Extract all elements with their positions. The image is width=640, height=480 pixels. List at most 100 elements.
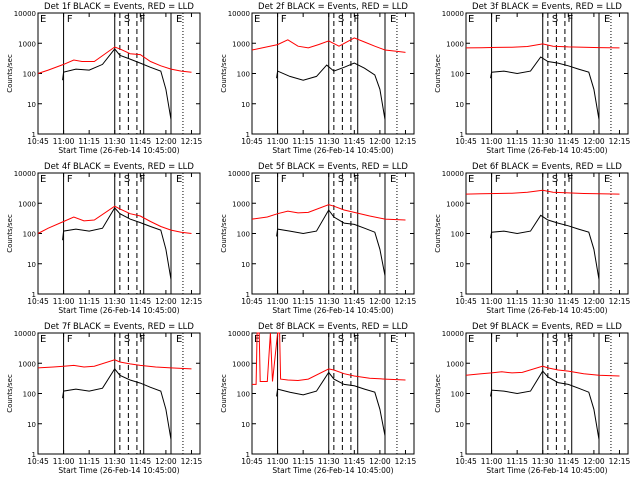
event-marker-label: E bbox=[254, 14, 260, 25]
x-tick-label: 11:45 bbox=[558, 297, 580, 306]
y-tick-label: 1000 bbox=[18, 40, 36, 48]
detector-panel: Det 2f BLACK = Events, RED = LLD 1 10 100 10… bbox=[220, 2, 417, 155]
lld-series-line bbox=[465, 365, 620, 377]
y-axis-label: Counts/sec bbox=[220, 54, 228, 93]
events-series-line bbox=[490, 370, 600, 440]
plot-frame bbox=[37, 12, 201, 135]
event-marker-label: E bbox=[40, 334, 46, 345]
event-marker-label: S bbox=[552, 334, 558, 345]
x-tick-label: 11:00 bbox=[481, 297, 503, 306]
detector-panel: Det 9f BLACK = Events, RED = LLD 1 10 100 10… bbox=[434, 322, 631, 475]
x-tick-label: 12:15 bbox=[395, 297, 417, 306]
event-marker-label: E bbox=[176, 14, 182, 25]
y-tick-label: 100 bbox=[237, 71, 250, 79]
event-marker-label: F bbox=[495, 334, 501, 345]
events-series-line bbox=[62, 207, 172, 280]
detector-panel: Det 1f BLACK = Events, RED = LLD 1 10 100 10… bbox=[6, 2, 203, 155]
x-tick-label: 11:30 bbox=[532, 297, 554, 306]
x-tick-label: 11:30 bbox=[318, 137, 340, 146]
x-tick-label: 11:30 bbox=[318, 297, 340, 306]
x-tick-label: 12:00 bbox=[583, 457, 605, 466]
x-tick-label: 11:00 bbox=[481, 457, 503, 466]
x-tick-label: 11:00 bbox=[481, 137, 503, 146]
y-tick-label: 1000 bbox=[232, 40, 250, 48]
event-marker-label: F bbox=[139, 14, 145, 25]
detector-panel: Det 6f BLACK = Events, RED = LLD 1 10 100 10… bbox=[434, 162, 631, 315]
x-tick-label: 11:00 bbox=[53, 457, 75, 466]
x-tick-label: 12:00 bbox=[155, 137, 177, 146]
y-tick-label: 100 bbox=[23, 231, 36, 239]
lld-series-line bbox=[252, 332, 406, 385]
lld-series-line bbox=[37, 359, 192, 370]
x-axis-label: Start Time (26-Feb-14 10:45:00) bbox=[272, 306, 393, 315]
y-tick-label: 10000 bbox=[14, 330, 36, 338]
x-tick-label: 11:45 bbox=[558, 137, 580, 146]
x-tick-label: 10:45 bbox=[27, 297, 49, 306]
plot-frame bbox=[465, 12, 629, 135]
x-tick-label: 10:45 bbox=[455, 297, 477, 306]
y-tick-label: 10000 bbox=[228, 330, 250, 338]
event-marker-label: F bbox=[281, 334, 287, 345]
plot-frame bbox=[465, 332, 629, 455]
y-axis-label: Counts/sec bbox=[6, 54, 14, 93]
y-tick-label: 1 bbox=[32, 291, 36, 299]
y-axis-label: Counts/sec bbox=[220, 374, 228, 413]
event-marker-label: E bbox=[604, 334, 610, 345]
y-tick-label: 1 bbox=[460, 451, 464, 459]
y-tick-label: 1000 bbox=[18, 360, 36, 368]
y-tick-label: 100 bbox=[237, 231, 250, 239]
y-tick-label: 1000 bbox=[18, 200, 36, 208]
event-marker-label: S bbox=[552, 174, 558, 185]
x-tick-label: 12:15 bbox=[609, 457, 631, 466]
x-tick-label: 12:00 bbox=[369, 297, 391, 306]
x-tick-label: 12:15 bbox=[181, 137, 203, 146]
x-tick-label: 11:15 bbox=[506, 137, 528, 146]
x-tick-label: 11:00 bbox=[267, 457, 289, 466]
x-tick-label: 11:15 bbox=[506, 297, 528, 306]
x-tick-label: 12:00 bbox=[155, 297, 177, 306]
y-tick-label: 10 bbox=[455, 101, 464, 109]
x-axis-label: Start Time (26-Feb-14 10:45:00) bbox=[58, 306, 179, 315]
event-marker-label: S bbox=[338, 334, 344, 345]
event-marker-label: E bbox=[176, 174, 182, 185]
x-tick-label: 11:30 bbox=[532, 137, 554, 146]
y-tick-label: 10000 bbox=[228, 170, 250, 178]
y-tick-label: 100 bbox=[23, 391, 36, 399]
x-tick-label: 11:45 bbox=[130, 137, 152, 146]
y-tick-label: 1 bbox=[460, 291, 464, 299]
x-tick-label: 11:15 bbox=[78, 297, 100, 306]
x-tick-label: 12:00 bbox=[369, 457, 391, 466]
x-tick-label: 10:45 bbox=[27, 137, 49, 146]
panel-title: Det 6f BLACK = Events, RED = LLD bbox=[472, 162, 622, 172]
event-marker-label: E bbox=[390, 14, 396, 25]
lld-series-line bbox=[37, 46, 192, 74]
x-tick-label: 11:00 bbox=[267, 137, 289, 146]
y-axis-label: Counts/sec bbox=[220, 214, 228, 253]
lld-series-line bbox=[251, 37, 406, 53]
x-tick-label: 11:00 bbox=[53, 137, 75, 146]
y-tick-label: 100 bbox=[23, 71, 36, 79]
event-marker-label: S bbox=[338, 174, 344, 185]
y-tick-label: 10000 bbox=[14, 170, 36, 178]
x-tick-label: 10:45 bbox=[455, 457, 477, 466]
event-marker-label: F bbox=[139, 334, 145, 345]
detector-panel: Det 7f BLACK = Events, RED = LLD 1 10 100 10… bbox=[6, 322, 203, 475]
x-tick-label: 12:00 bbox=[583, 137, 605, 146]
x-tick-label: 11:45 bbox=[558, 457, 580, 466]
x-tick-label: 11:45 bbox=[344, 297, 366, 306]
event-marker-label: F bbox=[67, 174, 73, 185]
x-tick-label: 11:15 bbox=[78, 137, 100, 146]
y-tick-label: 10 bbox=[27, 261, 36, 269]
x-tick-label: 11:45 bbox=[130, 457, 152, 466]
x-tick-label: 10:45 bbox=[27, 457, 49, 466]
event-marker-label: E bbox=[604, 14, 610, 25]
y-tick-label: 1 bbox=[246, 291, 250, 299]
x-axis-label: Start Time (26-Feb-14 10:45:00) bbox=[272, 466, 393, 475]
x-tick-label: 11:30 bbox=[104, 457, 126, 466]
x-axis-label: Start Time (26-Feb-14 10:45:00) bbox=[486, 466, 607, 475]
event-marker-label: F bbox=[353, 174, 359, 185]
y-tick-label: 1000 bbox=[446, 40, 464, 48]
event-marker-label: E bbox=[254, 174, 260, 185]
y-tick-label: 10000 bbox=[442, 330, 464, 338]
